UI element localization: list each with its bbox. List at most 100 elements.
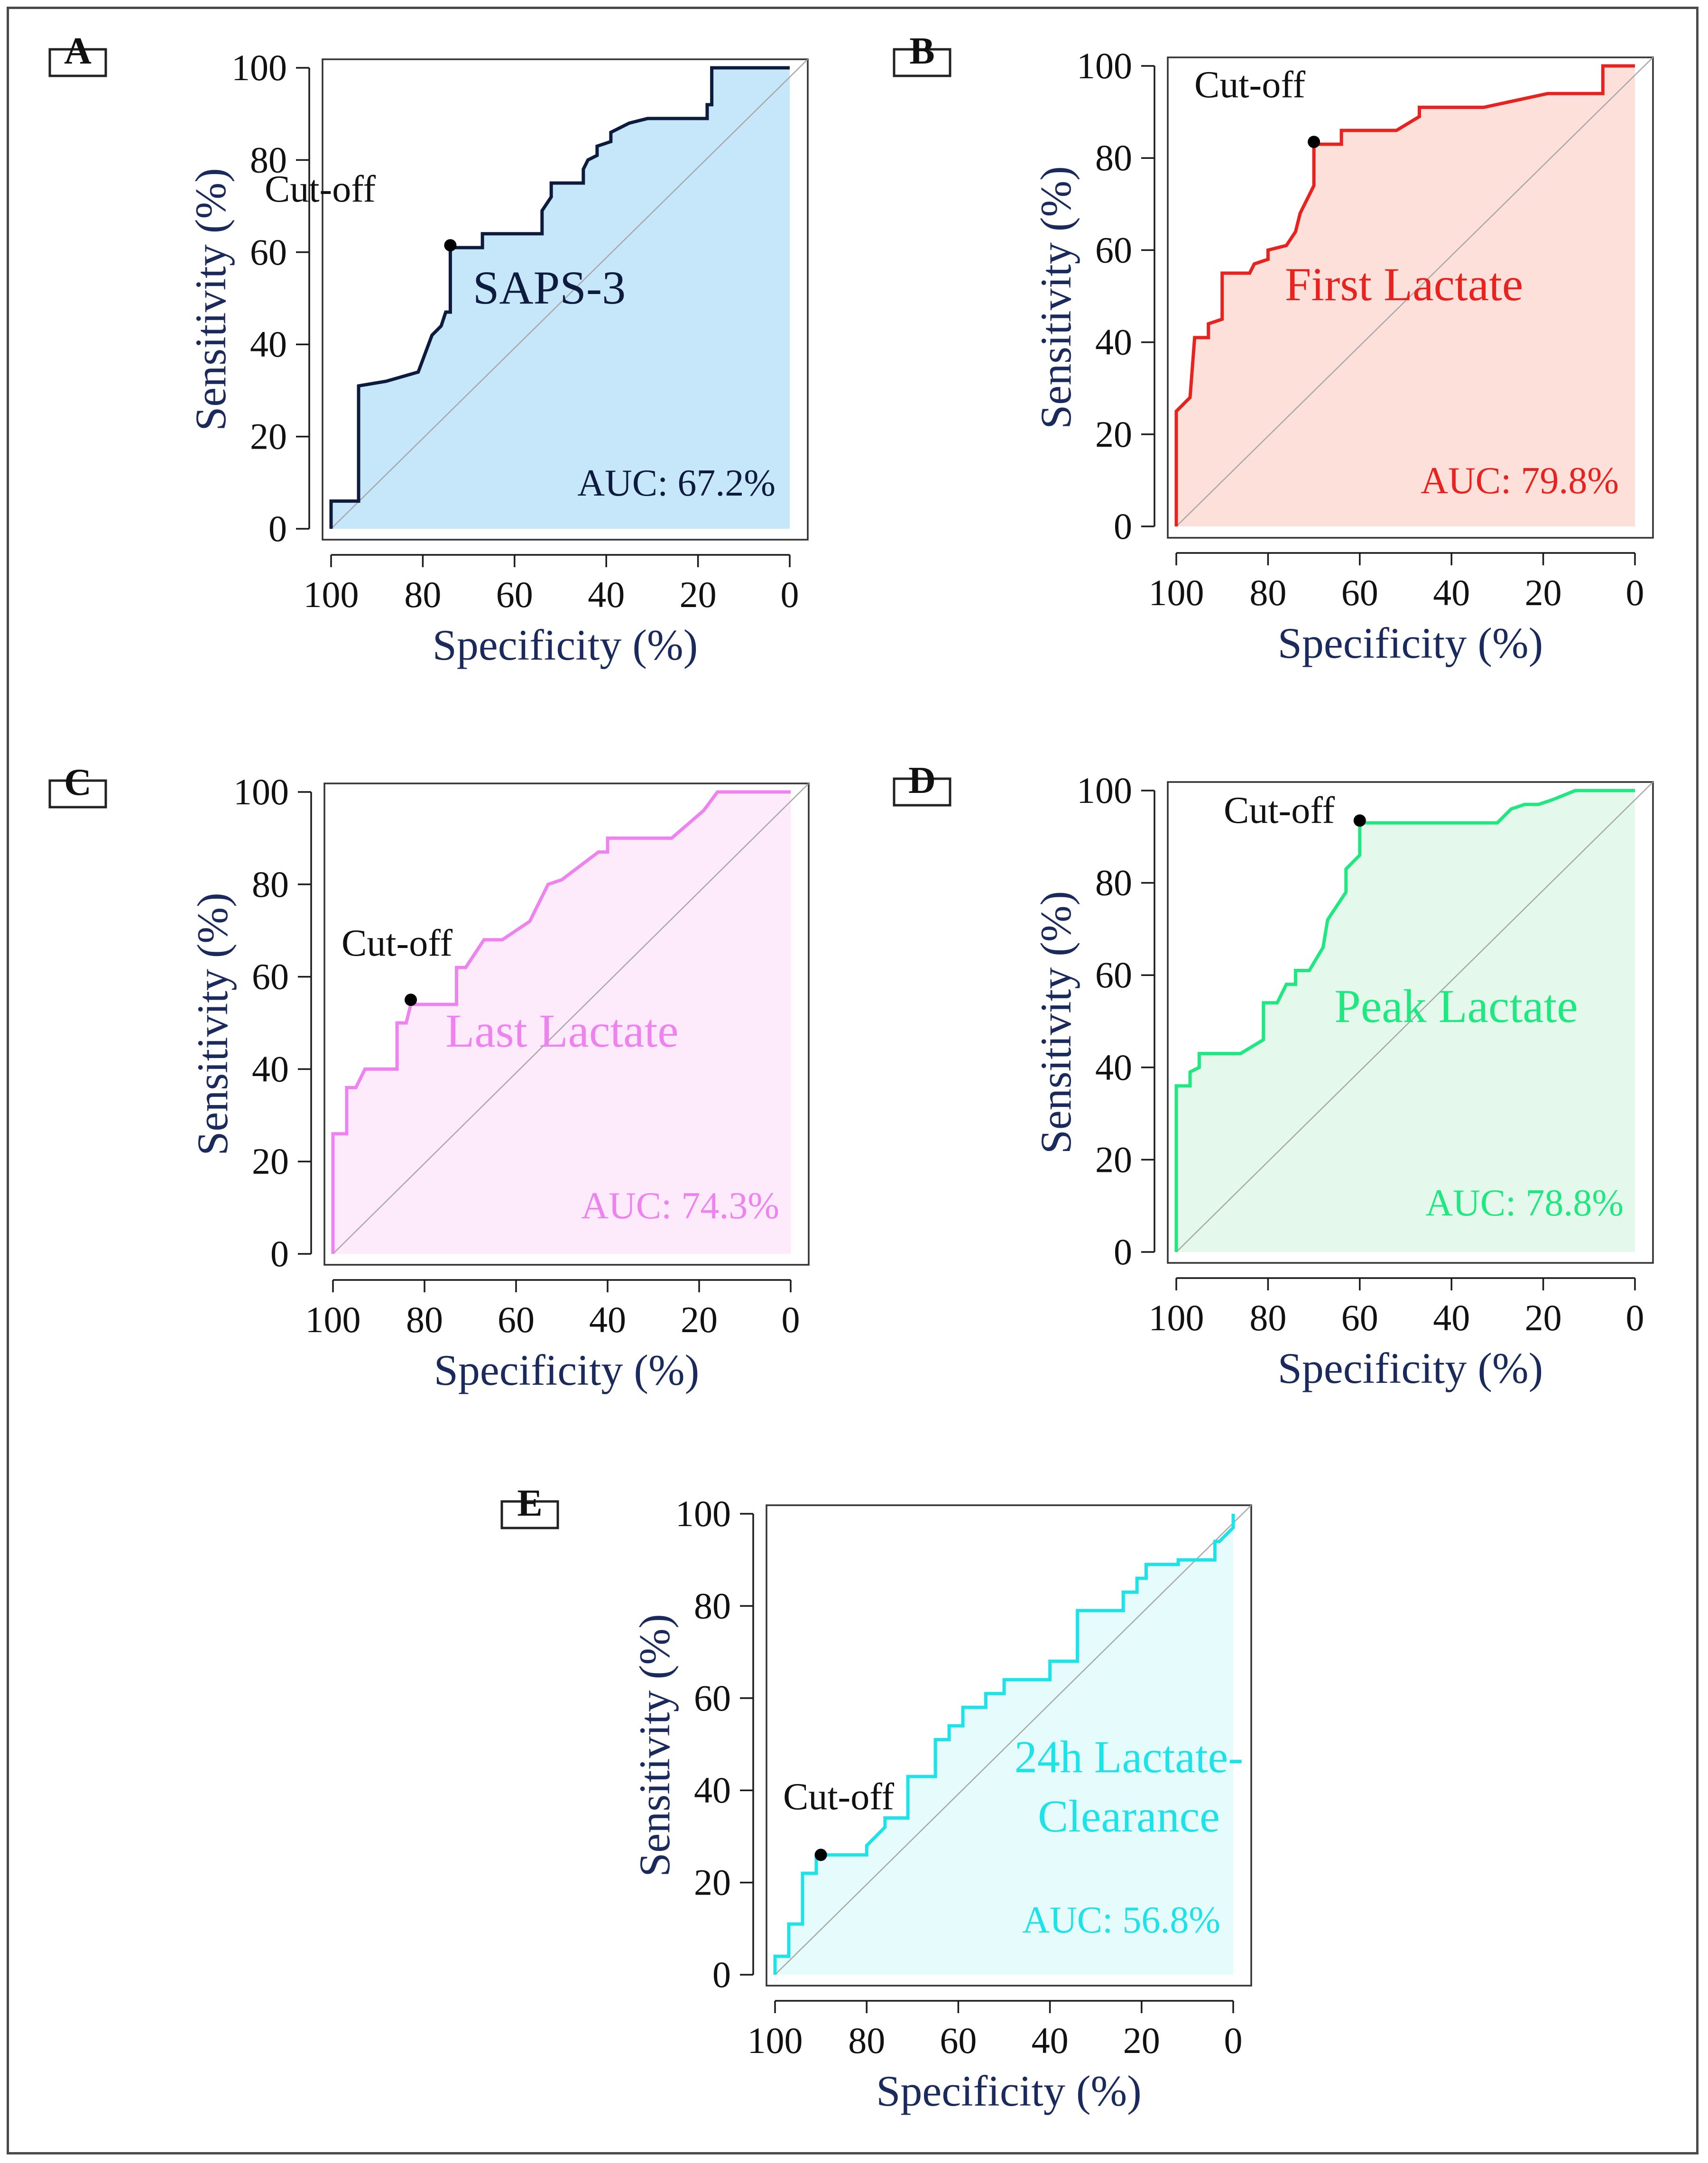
y-axis-label: Sensitivity (%) xyxy=(1032,166,1080,429)
series-label: Peak Lactate xyxy=(1334,980,1578,1032)
y-tick-label: 40 xyxy=(252,1048,289,1089)
x-tick-label: 80 xyxy=(848,2020,885,2061)
panel-badge xyxy=(500,1500,559,1529)
y-tick-label: 80 xyxy=(250,139,287,180)
panel-d: 0 20 40 60 80 100 100 80 60 40 20 0 Specificity (%) S… xyxy=(893,760,1654,1392)
roc-curve xyxy=(1174,64,1635,526)
y-tick-label: 20 xyxy=(250,416,287,457)
x-tick-label: 80 xyxy=(1249,1297,1286,1338)
x-tick-label: 80 xyxy=(406,1299,443,1340)
x-tick-label: 40 xyxy=(589,1299,626,1340)
panel-letter: C xyxy=(64,762,92,803)
y-tick-label: 20 xyxy=(694,1862,731,1903)
y-tick-label: 0 xyxy=(270,1233,289,1274)
x-tick-label: 60 xyxy=(1341,1297,1378,1338)
series-label: SAPS-3 xyxy=(473,261,626,314)
x-tick-label: 0 xyxy=(1626,572,1644,613)
panel-c: 0 20 40 60 80 100 100 80 60 40 20 0 Specificity (%) S… xyxy=(48,762,810,1394)
panel-badge xyxy=(48,48,107,77)
x-tick-label: 60 xyxy=(496,574,533,615)
x-axis-label: Specificity (%) xyxy=(1278,1344,1543,1392)
y-tick-label: 20 xyxy=(1095,414,1132,455)
cutoff-label: Cut-off xyxy=(342,922,452,964)
y-tick-label: 60 xyxy=(250,231,287,273)
x-tick-label: 0 xyxy=(1224,2020,1243,2061)
cutoff-label: Cut-off xyxy=(1194,64,1305,106)
x-tick-label: 40 xyxy=(588,574,625,615)
x-tick-label: 100 xyxy=(1149,1297,1204,1338)
y-tick-label: 60 xyxy=(694,1677,731,1719)
y-tick-label: 100 xyxy=(1077,45,1132,86)
x-tick-label: 60 xyxy=(1341,572,1378,613)
x-tick-label: 80 xyxy=(404,574,441,615)
cutoff-point xyxy=(405,994,417,1006)
y-tick-label: 0 xyxy=(268,508,287,549)
panel-letter: E xyxy=(517,1482,542,1524)
y-tick-label: 40 xyxy=(1095,322,1132,363)
x-tick-label: 100 xyxy=(748,2020,803,2061)
cutoff-point xyxy=(1308,136,1320,148)
auc-area xyxy=(331,68,790,529)
plot-box xyxy=(322,58,809,541)
y-tick-label: 20 xyxy=(1095,1139,1132,1180)
y-tick-label: 40 xyxy=(1095,1047,1132,1088)
chance-diagonal xyxy=(1176,782,1653,1252)
y-tick-label: 0 xyxy=(1114,506,1132,547)
roc-curve xyxy=(331,790,791,1254)
auc-label: AUC: 74.3% xyxy=(581,1185,779,1227)
y-tick-label: 100 xyxy=(233,771,289,812)
auc-area xyxy=(1176,791,1635,1252)
plot-box xyxy=(323,782,810,1266)
x-tick-label: 20 xyxy=(680,574,717,615)
y-tick-label: 80 xyxy=(1095,862,1132,903)
x-tick-label: 40 xyxy=(1032,2020,1069,2061)
panel-badge xyxy=(893,48,951,77)
panel-badge xyxy=(893,777,951,807)
y-tick-label: 80 xyxy=(252,864,289,905)
x-tick-label: 20 xyxy=(681,1299,718,1340)
y-tick-label: 80 xyxy=(694,1585,731,1626)
x-tick-label: 20 xyxy=(1123,2020,1160,2061)
x-tick-label: 100 xyxy=(305,1299,361,1340)
panel-letter: A xyxy=(64,30,92,72)
x-axis-label: Specificity (%) xyxy=(434,1346,699,1394)
panel-b: 0 20 40 60 80 100 100 80 60 40 20 0 Specificity (%) S… xyxy=(893,30,1654,667)
plot-box xyxy=(1167,781,1654,1264)
chance-diagonal xyxy=(1176,57,1653,527)
x-tick-label: 0 xyxy=(1626,1297,1644,1338)
x-tick-label: 40 xyxy=(1433,572,1470,613)
y-tick-label: 20 xyxy=(252,1141,289,1182)
auc-label: AUC: 56.8% xyxy=(1022,1899,1220,1941)
cutoff-point xyxy=(814,1849,827,1861)
y-tick-label: 40 xyxy=(250,323,287,365)
x-axis-label: Specificity (%) xyxy=(876,2067,1141,2115)
cutoff-label: Cut-off xyxy=(1224,790,1335,831)
series-label: Last Lactate xyxy=(445,1004,678,1057)
series-label-line1: 24h Lactate- xyxy=(1015,1731,1243,1782)
y-tick-label: 100 xyxy=(1077,770,1132,811)
y-tick-label: 60 xyxy=(1095,954,1132,995)
auc-label: AUC: 67.2% xyxy=(577,462,776,504)
chance-diagonal xyxy=(775,1505,1252,1975)
y-tick-label: 0 xyxy=(1114,1231,1132,1272)
panel-a: 0 20 40 60 80 100 100 80 60 40 20 0 Specificity (%) S… xyxy=(48,30,809,669)
y-tick-label: 100 xyxy=(675,1493,731,1534)
x-tick-label: 0 xyxy=(782,1299,800,1340)
panel-letter: D xyxy=(908,760,936,801)
panel-badge xyxy=(48,779,107,809)
auc-label: AUC: 79.8% xyxy=(1421,460,1619,502)
cutoff-point xyxy=(444,239,457,252)
chance-diagonal xyxy=(331,59,808,529)
series-label-line2: Clearance xyxy=(1038,1791,1220,1841)
x-tick-label: 20 xyxy=(1525,572,1562,613)
y-tick-label: 80 xyxy=(1095,137,1132,178)
y-axis-label: Sensitivity (%) xyxy=(186,168,235,431)
auc-area xyxy=(775,1514,1233,1975)
y-tick-label: 100 xyxy=(231,47,287,88)
y-axis-label: Sensitivity (%) xyxy=(188,893,237,1156)
x-tick-label: 100 xyxy=(304,574,359,615)
auc-area xyxy=(1176,66,1635,526)
series-label: First Lactate xyxy=(1285,258,1523,311)
auc-area xyxy=(333,792,791,1254)
chance-diagonal xyxy=(332,783,809,1254)
